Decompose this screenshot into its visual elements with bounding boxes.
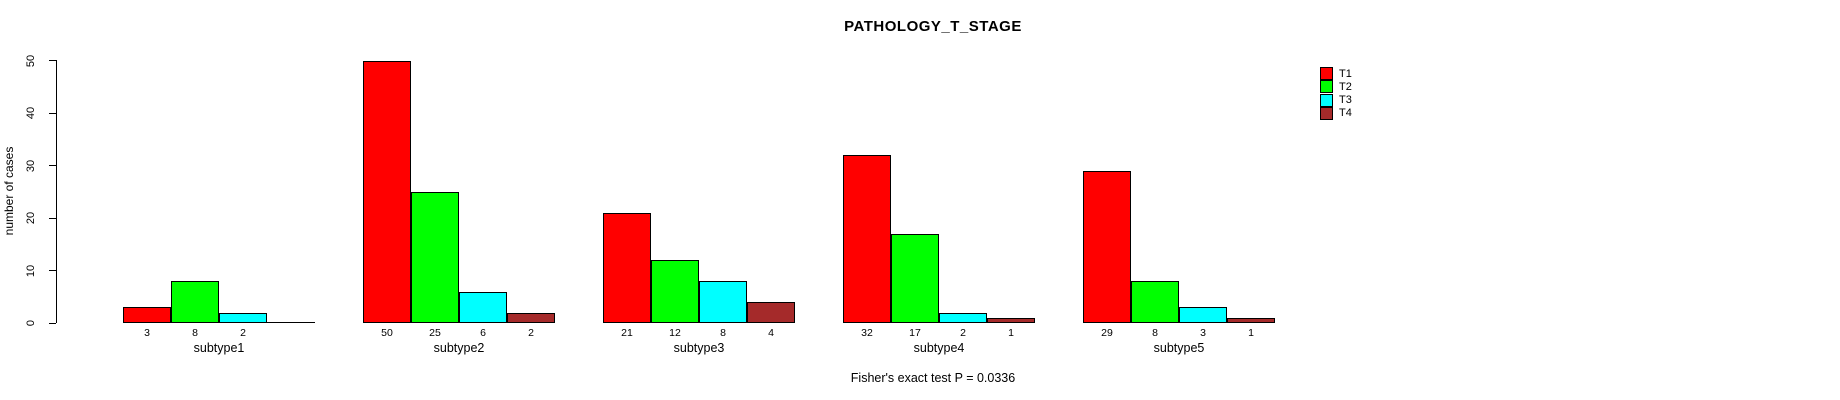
bar-value-label: 21 <box>621 327 633 339</box>
bar-value-label: 25 <box>429 327 441 339</box>
bar-subtype4-T2 <box>891 233 939 323</box>
bar-value-label: 1 <box>1008 327 1014 339</box>
y-tick <box>49 217 56 219</box>
bar-value-label: 12 <box>669 327 681 339</box>
bar-value-label: 8 <box>192 327 198 339</box>
bar-subtype3-T3 <box>699 281 747 323</box>
y-tick <box>49 270 56 271</box>
x-category-label-subtype2: subtype2 <box>433 341 485 355</box>
bar-value-label: 6 <box>480 327 486 339</box>
bar-subtype5-T2 <box>1131 281 1179 323</box>
annotation-fisher-test: Fisher's exact test P = 0.0336 <box>850 371 1016 385</box>
bar-subtype3-T1 <box>603 212 651 323</box>
bar-value-label: 8 <box>1152 327 1158 339</box>
bar-value-label: 2 <box>528 327 534 339</box>
bar-subtype3-T2 <box>651 260 699 323</box>
bar-subtype5-T1 <box>1083 170 1131 323</box>
legend-swatch-T4 <box>1320 106 1333 120</box>
y-tick-label: 20 <box>25 211 37 225</box>
bar-subtype2-T3 <box>459 291 507 323</box>
y-tick-label: 30 <box>25 159 37 172</box>
bar-subtype4-T3 <box>939 312 987 323</box>
bar-subtype5-T4 <box>1227 317 1275 323</box>
y-tick-label: 0 <box>25 319 37 327</box>
bar-subtype3-T4 <box>747 302 795 323</box>
bar-value-label: 50 <box>381 327 393 339</box>
legend-label-T4: T4 <box>1339 107 1352 120</box>
bar-value-label: 17 <box>909 327 921 339</box>
legend-swatch-T2 <box>1320 80 1333 94</box>
bar-value-label: 2 <box>240 327 246 339</box>
y-axis-line <box>56 60 57 323</box>
y-axis-label: number of cases <box>2 146 16 236</box>
y-tick-label: 50 <box>25 54 37 67</box>
legend-swatch-T3 <box>1320 93 1333 107</box>
bar-value-label: 32 <box>861 327 873 339</box>
bar-subtype1-T3 <box>219 312 267 323</box>
bar-subtype4-T4 <box>987 317 1035 323</box>
y-tick <box>49 112 56 114</box>
bar-subtype5-T3 <box>1179 307 1227 323</box>
legend-label-T1: T1 <box>1339 67 1352 80</box>
chart-title: PATHOLOGY_T_STAGE <box>844 18 1022 35</box>
bar-subtype1-T1 <box>123 307 171 323</box>
bar-subtype2-T4 <box>507 312 555 323</box>
bar-value-label: 1 <box>1248 327 1254 339</box>
y-tick <box>49 165 56 166</box>
y-tick <box>49 60 56 61</box>
x-category-label-subtype5: subtype5 <box>1153 341 1205 355</box>
bar-subtype2-T2 <box>411 191 459 323</box>
bar-subtype4-T1 <box>843 155 891 323</box>
legend-swatch-T1 <box>1320 67 1333 80</box>
y-tick-label: 10 <box>25 264 37 277</box>
y-tick <box>49 322 56 324</box>
x-category-label-subtype1: subtype1 <box>193 341 245 355</box>
bar-value-label: 2 <box>960 327 966 339</box>
x-category-label-subtype4: subtype4 <box>913 341 965 355</box>
bar-value-label: 3 <box>1200 327 1206 339</box>
legend-label-T2: T2 <box>1339 80 1352 93</box>
legend-label-T3: T3 <box>1339 94 1352 107</box>
y-tick-label: 40 <box>25 106 37 120</box>
bar-subtype1-T2 <box>171 281 219 323</box>
bar-subtype2-T1 <box>363 60 411 323</box>
x-category-label-subtype3: subtype3 <box>673 341 725 355</box>
bar-value-label: 3 <box>144 327 150 339</box>
bar-value-label: 4 <box>768 327 774 339</box>
bar-value-label: 8 <box>720 327 726 339</box>
bar-value-label: 29 <box>1101 327 1113 339</box>
